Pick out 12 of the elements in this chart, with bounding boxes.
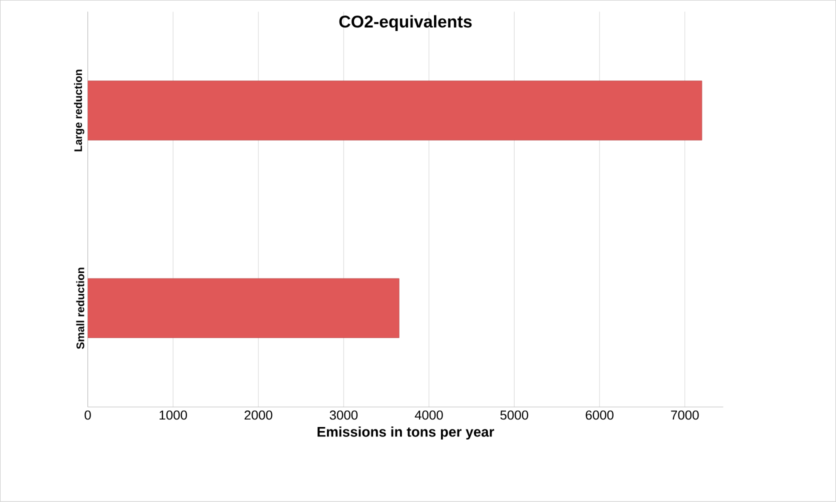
chart-title: CO2-equivalents [339, 15, 472, 32]
y-tick-label: Large reduction [74, 70, 84, 152]
x-tick-label: 0 [84, 410, 91, 420]
x-axis-title: Emissions in tons per year [318, 426, 494, 440]
x-tick-label: 3000 [330, 410, 358, 420]
x-tick-label: 1000 [160, 410, 187, 420]
x-tick-label: 4000 [414, 410, 443, 420]
x-tick-label: 2000 [244, 410, 272, 420]
y-tick-label: Small reduction [76, 268, 84, 350]
x-tick-label: 5000 [500, 410, 528, 420]
x-tick-label: 7000 [671, 410, 699, 420]
x-tick-label: 6000 [586, 410, 614, 420]
